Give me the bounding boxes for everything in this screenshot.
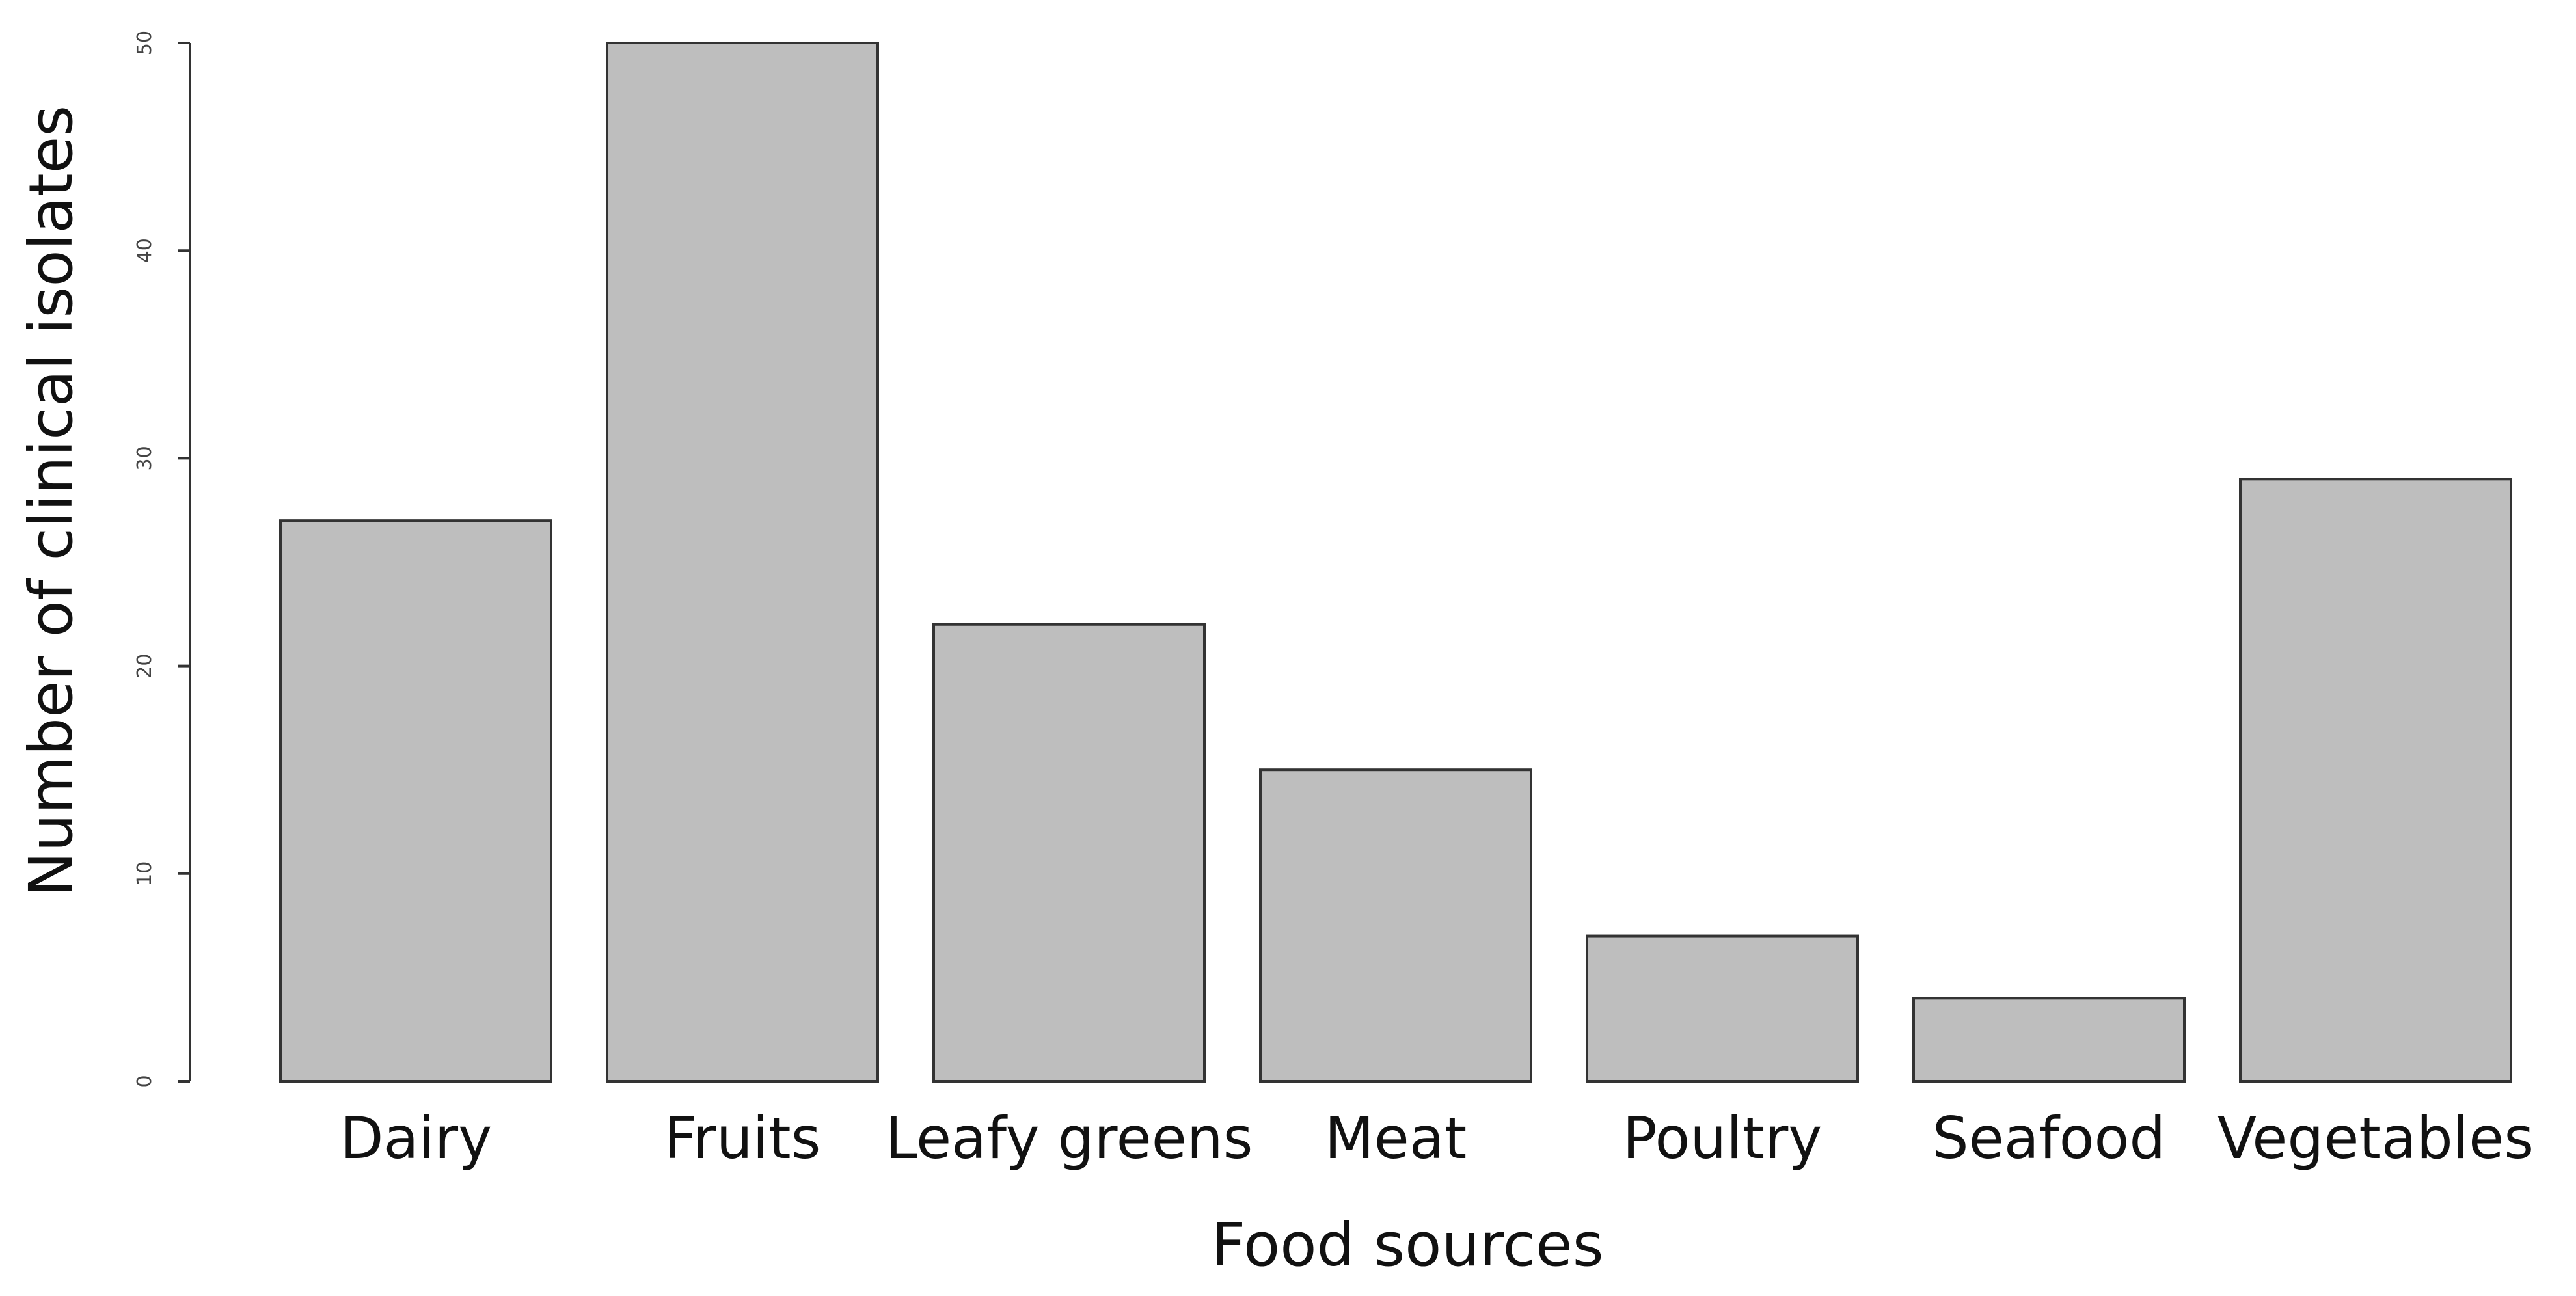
- x-tick-label: Fruits: [664, 1105, 821, 1172]
- y-tick-label: 30: [133, 446, 156, 470]
- x-tick-label: Seafood: [1932, 1105, 2165, 1172]
- bar-poultry: [1586, 934, 1859, 1083]
- bar-leafy-greens: [932, 623, 1206, 1083]
- bar-fruits: [606, 42, 879, 1083]
- x-axis-title: Food sources: [1211, 1210, 1603, 1280]
- bar-vegetables: [2239, 478, 2512, 1083]
- y-tick-label: 10: [133, 861, 156, 886]
- x-axis-labels: Dairy Fruits Leafy greens Meat Poultry Seafoo…: [340, 1105, 2534, 1172]
- y-tick-label: 40: [133, 238, 156, 263]
- y-axis: 0 10 20 30 40 50: [133, 31, 191, 1088]
- bar-seafood: [1912, 997, 2186, 1083]
- x-tick-label: Leafy greens: [885, 1105, 1253, 1172]
- y-tick-label: 0: [133, 1075, 156, 1087]
- y-tick-label: 50: [133, 31, 156, 55]
- x-tick-label: Poultry: [1623, 1105, 1823, 1172]
- bar-meat: [1259, 768, 1532, 1083]
- bar-dairy: [279, 519, 552, 1083]
- x-tick-label: Meat: [1325, 1105, 1467, 1172]
- y-tick-label: 20: [133, 654, 156, 679]
- x-tick-label: Dairy: [340, 1105, 492, 1172]
- y-axis-title: Number of clinical isolates: [16, 105, 86, 897]
- x-tick-label: Vegetables: [2217, 1105, 2534, 1172]
- bars-layer: [279, 42, 2512, 1083]
